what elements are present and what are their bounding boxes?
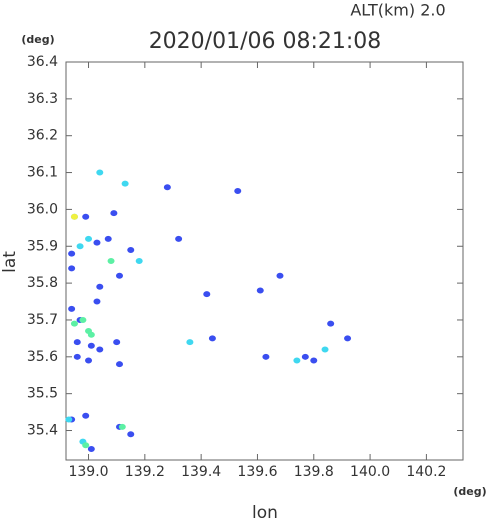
echo-point — [68, 250, 76, 257]
echo-point — [113, 339, 121, 346]
y-tick-label: 36.4 — [27, 54, 58, 70]
y-unit: (deg) — [21, 33, 54, 46]
echo-point — [301, 353, 309, 360]
echo-point — [208, 335, 216, 342]
y-tick-label: 35.4 — [27, 423, 58, 439]
echo-point — [82, 442, 90, 449]
y-tick-label: 35.8 — [27, 275, 58, 291]
echo-point — [87, 331, 95, 338]
y-tick-label: 36.0 — [27, 201, 58, 217]
echo-point — [82, 213, 90, 220]
x-axis-label: lon — [252, 503, 278, 521]
y-tick-label: 36.1 — [27, 165, 58, 181]
echo-point — [344, 335, 352, 342]
x-tick-label: 139.0 — [68, 464, 108, 480]
echo-point — [115, 272, 123, 279]
echo-point — [85, 357, 93, 364]
y-tick-label: 36.3 — [27, 91, 58, 107]
echo-point — [73, 353, 81, 360]
echo-point — [70, 320, 78, 327]
echo-point — [70, 213, 78, 220]
echo-point — [293, 357, 301, 364]
x-tick-label: 139.4 — [181, 464, 221, 480]
echo-point — [93, 239, 101, 246]
echo-point — [96, 169, 104, 176]
y-tick-label: 36.2 — [27, 128, 58, 144]
x-tick-label: 140.2 — [406, 464, 446, 480]
y-tick-label: 35.7 — [27, 312, 58, 328]
x-tick-label: 139.6 — [237, 464, 277, 480]
y-tick-label: 35.6 — [27, 349, 58, 365]
y-tick-label: 35.5 — [27, 386, 58, 402]
echo-point — [107, 258, 115, 264]
echo-point — [127, 246, 135, 253]
echo-point — [163, 184, 171, 191]
echo-point — [65, 416, 73, 423]
chart-title: 2020/01/06 08:21:08 — [149, 29, 382, 54]
echo-point — [85, 235, 93, 242]
echo-point — [96, 346, 104, 353]
echo-point — [127, 431, 135, 438]
y-tick-label: 35.9 — [27, 238, 58, 254]
echo-point — [87, 445, 95, 452]
echo-point — [104, 235, 112, 242]
echo-point — [82, 412, 90, 419]
echo-point — [262, 353, 270, 360]
x-tick-label: 140.0 — [350, 464, 390, 480]
x-tick-label: 139.2 — [125, 464, 165, 480]
echo-point — [186, 339, 194, 346]
echo-point — [234, 187, 242, 194]
echo-point — [79, 316, 87, 323]
echo-point — [118, 423, 126, 430]
x-unit: (deg) — [453, 485, 486, 498]
subtitle: ALT(km) 2.0 — [350, 1, 445, 20]
echo-point — [121, 180, 129, 187]
echo-point — [68, 265, 76, 272]
plot-frame — [65, 61, 464, 461]
echo-point — [76, 243, 84, 250]
echo-point — [327, 320, 335, 327]
echo-point — [93, 298, 101, 305]
echo-point — [68, 305, 76, 312]
x-tick-label: 139.8 — [294, 464, 334, 480]
echo-point — [256, 287, 264, 294]
echo-point — [96, 283, 104, 290]
echo-point — [203, 291, 211, 298]
echo-point — [73, 339, 81, 346]
echo-point — [276, 272, 284, 279]
echo-point — [87, 342, 95, 349]
echo-point — [321, 346, 329, 353]
echo-point — [115, 361, 123, 368]
echo-point — [110, 210, 118, 217]
echo-point — [135, 258, 143, 264]
y-axis-label: lat — [0, 251, 20, 273]
echo-point — [175, 235, 183, 242]
echo-point — [310, 357, 318, 364]
